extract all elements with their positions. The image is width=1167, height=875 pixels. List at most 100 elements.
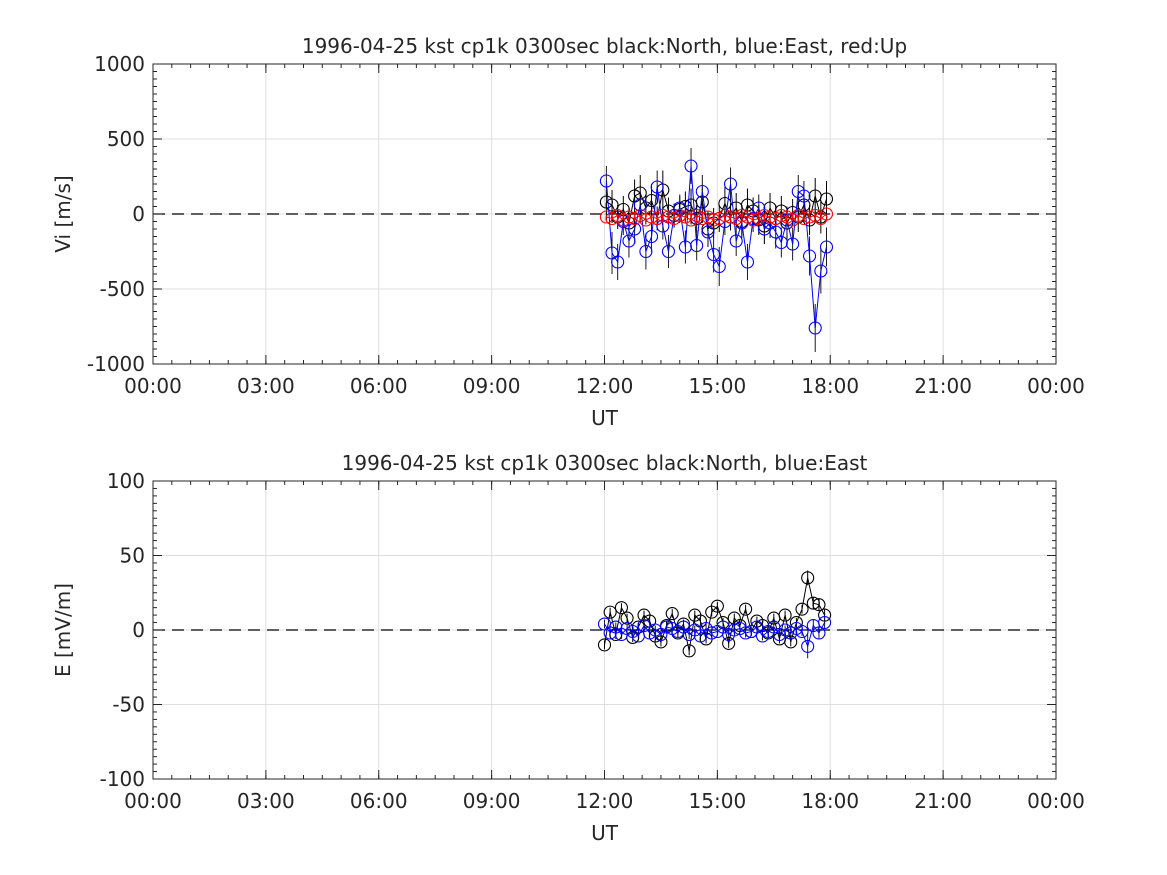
x-tick-label: 12:00: [576, 374, 634, 398]
x-tick-label: 21:00: [914, 374, 972, 398]
x-tick-label: 03:00: [237, 789, 295, 813]
data-point: [818, 608, 832, 622]
data-point: [644, 193, 659, 208]
axes-box: [152, 480, 1057, 780]
data-point: [819, 207, 834, 221]
data-point: [673, 208, 687, 223]
y-axis-label: E [mV/m]: [51, 583, 75, 677]
data-point: [819, 192, 834, 206]
data-point: [614, 601, 628, 615]
y-axis-label: Vi [m/s]: [51, 175, 75, 252]
data-point: [812, 626, 826, 640]
y-tick-label: 0: [132, 202, 145, 226]
data-point: [814, 264, 828, 278]
x-tick-label: 06:00: [350, 789, 408, 813]
x-tick-label: 00:00: [1027, 789, 1085, 813]
y-tick-label: 0: [132, 618, 145, 642]
data-point: [723, 177, 738, 191]
x-tick-label: 15:00: [689, 789, 747, 813]
x-tick-label: 12:00: [576, 789, 634, 813]
chart-title: 1996-04-25 kst cp1k 0300sec black:North,…: [302, 34, 907, 58]
data-point: [769, 225, 783, 239]
data-point: [620, 611, 634, 625]
data-point: [665, 607, 679, 621]
data-point: [795, 624, 809, 639]
x-tick-label: 09:00: [463, 374, 521, 398]
data-point: [701, 225, 715, 239]
chart-title: 1996-04-25 kst cp1k 0300sec black:North,…: [342, 451, 868, 475]
x-tick-label: 18:00: [801, 789, 859, 813]
x-tick-label: 00:00: [124, 789, 182, 813]
data-point: [650, 180, 664, 194]
y-tick-label: -50: [112, 693, 145, 717]
axes-box: [152, 63, 1057, 365]
chart-panel-2: 00:00 03:00 06:00 09:00 12:00 15:00 18:00 21:00…: [51, 451, 1085, 845]
series-line: [606, 213, 827, 221]
x-tick-label: 21:00: [914, 789, 972, 813]
data-point: [812, 598, 826, 612]
data-point: [808, 321, 822, 335]
data-point: [695, 184, 709, 199]
data-point: [710, 599, 724, 613]
x-tick-label: 15:00: [689, 374, 747, 398]
data-point: [712, 259, 726, 274]
y-tick-label: -1000: [87, 352, 145, 376]
data-point: [786, 237, 800, 251]
y-tick-label: 100: [107, 469, 145, 493]
data-point: [795, 602, 809, 616]
data-point: [797, 189, 811, 203]
data-point: [778, 608, 792, 622]
x-tick-label: 06:00: [350, 374, 408, 398]
x-tick-label: 03:00: [237, 374, 295, 398]
data-point: [729, 234, 743, 248]
x-tick-label: 00:00: [1027, 374, 1085, 398]
data-point: [707, 213, 721, 227]
series-line: [605, 165, 827, 329]
data-point: [806, 596, 820, 610]
data-point: [722, 636, 736, 650]
data-point: [818, 615, 832, 630]
data-point: [661, 244, 676, 259]
data-point: [682, 644, 696, 658]
data-point: [740, 255, 755, 269]
data-point: [803, 249, 817, 263]
data-point: [735, 208, 749, 223]
data-point: [684, 159, 698, 173]
data-point: [633, 198, 647, 212]
series-line: [604, 577, 826, 651]
y-tick-label: 1000: [94, 52, 145, 76]
data-point: [628, 222, 642, 236]
data-point: [654, 635, 668, 649]
x-axis-label: UT: [591, 821, 619, 845]
data-point: [707, 247, 721, 262]
x-tick-label: 00:00: [124, 374, 182, 398]
x-tick-label: 18:00: [801, 374, 859, 398]
data-point: [644, 229, 659, 244]
data-point: [605, 198, 619, 212]
data-point: [690, 238, 704, 253]
y-tick-label: -100: [100, 767, 145, 791]
y-tick-label: 50: [120, 544, 145, 568]
data-point: [597, 638, 612, 652]
data-point: [660, 620, 674, 634]
y-tick-label: -500: [100, 277, 145, 301]
data-point: [599, 174, 613, 188]
data-point: [622, 234, 636, 248]
data-point: [639, 244, 653, 259]
chart-panel-1: 00:00 03:00 06:00 09:00 12:00 15:00 18:00 21:00…: [51, 34, 1085, 430]
data-point: [739, 602, 753, 616]
data-point: [801, 571, 815, 585]
data-point: [784, 635, 798, 649]
y-tick-label: 500: [107, 127, 145, 151]
data-point: [746, 213, 760, 227]
data-point: [774, 208, 788, 223]
x-tick-label: 09:00: [463, 789, 521, 813]
data-point: [603, 605, 617, 619]
x-axis-label: UT: [591, 406, 619, 430]
data-point: [819, 240, 834, 254]
data-point: [611, 255, 625, 269]
data-point: [801, 639, 815, 653]
data-point: [739, 626, 753, 640]
data-point: [705, 626, 719, 640]
